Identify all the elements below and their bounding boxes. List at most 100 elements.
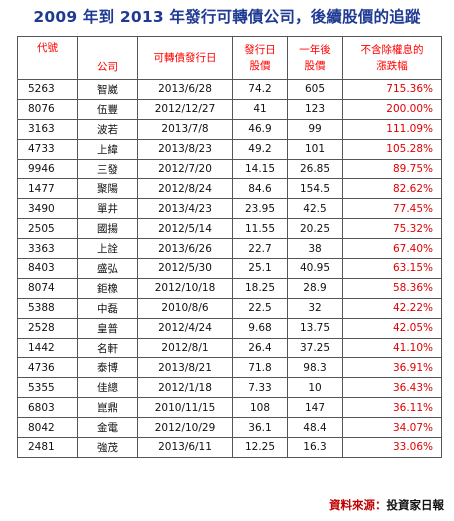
- source-label: 資料來源：: [329, 498, 387, 512]
- header-issue-price: 發行日 股價: [232, 36, 288, 80]
- header-change: 不含除權息的 漲跌幅: [342, 36, 442, 80]
- cell-change: 34.07%: [342, 417, 442, 439]
- cell-code: 5263: [17, 79, 78, 100]
- cell-issue-price: 41: [232, 98, 288, 120]
- cell-issue-date: 2013/6/28: [137, 79, 233, 100]
- cell-after-price: 42.5: [287, 198, 343, 220]
- header-change-line1: 不含除權息的: [360, 44, 424, 56]
- cell-change: 77.45%: [342, 198, 442, 220]
- cell-code: 3163: [17, 118, 78, 140]
- cell-issue-date: 2010/8/6: [137, 297, 233, 319]
- cell-company: 伍豐: [77, 98, 138, 120]
- cell-code: 1477: [17, 178, 78, 200]
- cell-change: 715.36%: [342, 79, 442, 100]
- cell-company: 崑鼎: [77, 397, 138, 419]
- cell-issue-price: 108: [232, 397, 288, 419]
- table-header-row: 代號 公司 可轉債發行日 發行日 股價 一年後 股價 不含除權息的 漲跌幅: [17, 36, 442, 80]
- cell-company: 中磊: [77, 297, 138, 319]
- cell-company: 盛弘: [77, 258, 138, 279]
- header-after-price: 一年後 股價: [287, 36, 343, 80]
- table-row: 8042 金電 2012/10/29 36.1 48.4 34.07%: [17, 417, 442, 439]
- cell-issue-price: 12.25: [232, 437, 288, 458]
- cell-change: 42.22%: [342, 297, 442, 319]
- table-row: 8403 盛弘 2012/5/30 25.1 40.95 63.15%: [17, 258, 442, 279]
- cell-issue-price: 7.33: [232, 377, 288, 399]
- table-row: 9946 三發 2012/7/20 14.15 26.85 89.75%: [17, 158, 442, 180]
- cell-company: 強茂: [77, 437, 138, 458]
- cell-after-price: 99: [287, 118, 343, 140]
- table-row: 3163 波若 2013/7/8 46.9 99 111.09%: [17, 118, 442, 140]
- cell-after-price: 10: [287, 377, 343, 399]
- cell-issue-price: 14.15: [232, 158, 288, 180]
- cell-issue-price: 18.25: [232, 277, 288, 299]
- page-title: 2009 年到 2013 年發行可轉債公司，後續股價的追蹤: [33, 8, 421, 26]
- cell-issue-date: 2012/8/1: [137, 337, 233, 359]
- cell-issue-date: 2013/6/26: [137, 238, 233, 260]
- cell-issue-date: 2013/8/23: [137, 138, 233, 160]
- cell-company: 皇普: [77, 317, 138, 339]
- cell-after-price: 26.85: [287, 158, 343, 180]
- cell-after-price: 123: [287, 98, 343, 120]
- cell-code: 2505: [17, 218, 78, 240]
- cell-issue-date: 2013/6/11: [137, 437, 233, 458]
- table-row: 4733 上緯 2013/8/23 49.2 101 105.28%: [17, 138, 442, 160]
- cell-company: 名軒: [77, 337, 138, 359]
- table-row: 2505 國揚 2012/5/14 11.55 20.25 75.32%: [17, 218, 442, 240]
- cell-company: 波若: [77, 118, 138, 140]
- cell-code: 3490: [17, 198, 78, 220]
- cell-change: 82.62%: [342, 178, 442, 200]
- source-value: 投資家日報: [386, 498, 445, 512]
- cell-company: 佳總: [77, 377, 138, 399]
- cell-issue-date: 2012/1/18: [137, 377, 233, 399]
- cell-after-price: 13.75: [287, 317, 343, 339]
- cell-change: 89.75%: [342, 158, 442, 180]
- cell-issue-price: 36.1: [232, 417, 288, 439]
- cell-change: 58.36%: [342, 277, 442, 299]
- cell-code: 8074: [17, 277, 78, 299]
- table-row: 5263 智崴 2013/6/28 74.2 605 715.36%: [17, 79, 442, 100]
- cell-company: 鉅橡: [77, 277, 138, 299]
- table-row: 5388 中磊 2010/8/6 22.5 32 42.22%: [17, 297, 442, 319]
- header-change-line2: 漲跌幅: [376, 60, 408, 72]
- header-after-price-line2: 股價: [304, 60, 326, 72]
- cell-change: 33.06%: [342, 437, 442, 458]
- cb-tracking-table: 代號 公司 可轉債發行日 發行日 股價 一年後 股價 不含除權息的 漲跌幅 52…: [17, 36, 442, 458]
- cell-code: 5355: [17, 377, 78, 399]
- cell-change: 63.15%: [342, 258, 442, 279]
- cell-issue-price: 84.6: [232, 178, 288, 200]
- cell-change: 41.10%: [342, 337, 442, 359]
- table-body: 5263 智崴 2013/6/28 74.2 605 715.36% 8076 …: [17, 79, 442, 458]
- cell-issue-date: 2012/4/24: [137, 317, 233, 339]
- cell-after-price: 147: [287, 397, 343, 419]
- header-issue-date: 可轉債發行日: [137, 36, 233, 80]
- cell-issue-date: 2012/8/24: [137, 178, 233, 200]
- cell-issue-price: 49.2: [232, 138, 288, 160]
- cell-code: 2481: [17, 437, 78, 458]
- cell-after-price: 20.25: [287, 218, 343, 240]
- cell-change: 36.11%: [342, 397, 442, 419]
- table-row: 3363 上詮 2013/6/26 22.7 38 67.40%: [17, 238, 442, 260]
- cell-after-price: 101: [287, 138, 343, 160]
- cell-issue-date: 2012/7/20: [137, 158, 233, 180]
- cell-after-price: 28.9: [287, 277, 343, 299]
- table-row: 6803 崑鼎 2010/11/15 108 147 36.11%: [17, 397, 442, 419]
- table-row: 4736 泰博 2013/8/21 71.8 98.3 36.91%: [17, 357, 442, 379]
- cell-issue-date: 2012/10/18: [137, 277, 233, 299]
- cell-company: 國揚: [77, 218, 138, 240]
- table-row: 8076 伍豐 2012/12/27 41 123 200.00%: [17, 98, 442, 120]
- cell-company: 智崴: [77, 79, 138, 100]
- cell-after-price: 37.25: [287, 337, 343, 359]
- cell-issue-date: 2012/10/29: [137, 417, 233, 439]
- header-code: 代號: [17, 36, 78, 80]
- cell-issue-price: 22.5: [232, 297, 288, 319]
- cell-code: 8403: [17, 258, 78, 279]
- cell-after-price: 154.5: [287, 178, 343, 200]
- cell-issue-price: 22.7: [232, 238, 288, 260]
- cell-change: 67.40%: [342, 238, 442, 260]
- cell-issue-date: 2013/7/8: [137, 118, 233, 140]
- cell-issue-price: 71.8: [232, 357, 288, 379]
- header-issue-price-line1: 發行日: [244, 44, 276, 56]
- cell-code: 2528: [17, 317, 78, 339]
- cell-company: 聚陽: [77, 178, 138, 200]
- cell-issue-price: 9.68: [232, 317, 288, 339]
